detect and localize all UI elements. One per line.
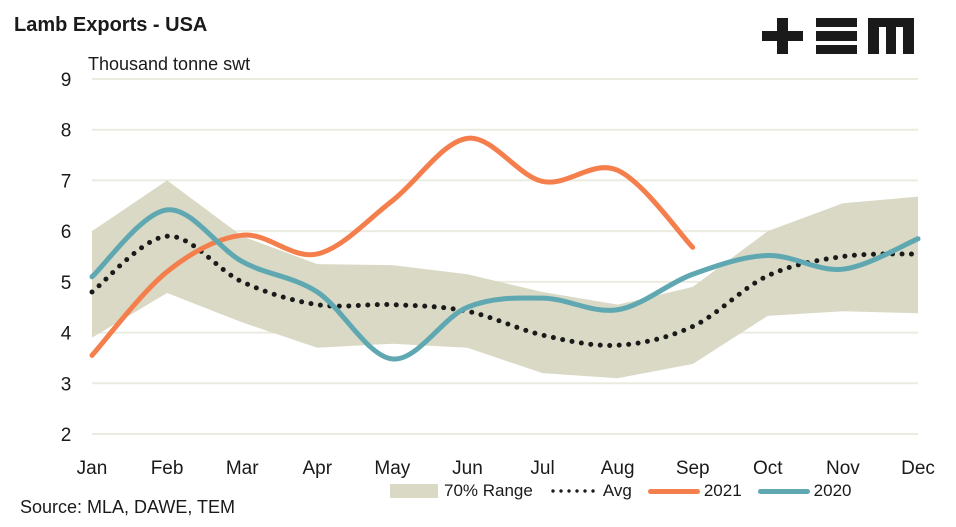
x-tick-label: Apr [302,458,332,479]
logo-e-bar-top [816,18,857,27]
legend-swatch-avg [548,489,597,493]
legend-item-2021: 2021 [647,481,742,501]
logo-m [868,18,914,54]
x-tick-label: Sep [676,458,710,479]
logo-e-bar-mid [816,31,857,41]
series-line-2021 [89,135,696,358]
x-tick-label: Oct [753,458,783,479]
y-tick-label: 7 [61,171,72,192]
x-tick-label: Jul [530,458,554,479]
y-tick-label: 3 [61,374,72,395]
range-area-70pct [92,180,918,379]
y-tick-label: 2 [61,425,72,446]
x-tick-label: Jan [77,458,108,479]
x-tick-label: Feb [151,458,184,479]
x-axis-ticks: Jan Feb Mar Apr May Jun Jul Aug Sep Oct Nov Dec [77,458,935,479]
y-tick-label: 5 [61,273,72,294]
x-tick-label: May [374,458,410,479]
y-tick-label: 6 [61,222,72,243]
x-tick-label: Jun [452,458,483,479]
y-tick-label: 4 [61,324,72,345]
x-tick-label: Nov [826,458,860,479]
legend-item-avg: Avg [548,481,632,501]
legend: 70% Range Avg 2021 2020 [390,481,868,501]
legend-label-range: 70% Range [444,481,533,500]
legend-swatch-2020 [757,488,810,494]
legend-item-range: 70% Range [390,481,533,501]
chart-title: Lamb Exports - USA [14,14,208,36]
series-line-avg [89,233,921,348]
tem-logo [762,18,914,54]
logo-plus-vertical [777,18,788,54]
y-tick-label: 9 [61,70,72,91]
x-tick-label: Mar [226,458,259,479]
x-tick-label: Dec [901,458,935,479]
y-axis-unit-label: Thousand tonne swt [88,54,251,74]
legend-item-2020: 2020 [757,481,852,501]
y-tick-label: 8 [61,121,72,142]
legend-swatch-range [390,484,438,498]
logo-e-bar-bottom [816,45,857,54]
source-note: Source: MLA, DAWE, TEM [20,497,236,517]
legend-label-2020: 2020 [813,481,852,500]
legend-swatch-2021 [647,488,700,494]
legend-label-avg: Avg [602,481,632,500]
legend-label-2021: 2021 [703,481,742,500]
y-axis-ticks: 2 3 4 5 6 7 8 9 [61,70,72,446]
series-line-2020 [89,207,921,362]
x-tick-label: Aug [601,458,635,479]
